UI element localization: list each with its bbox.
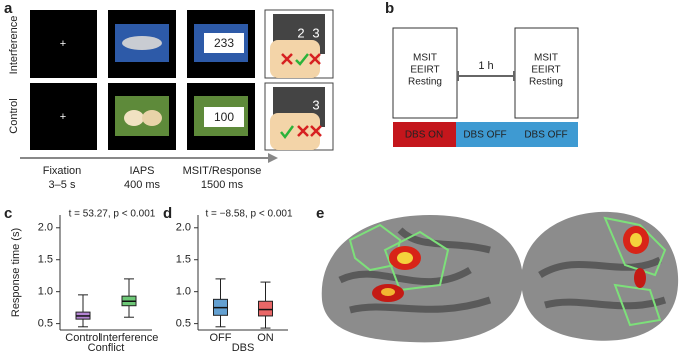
- puppy: [124, 110, 144, 126]
- panel-e: e: [316, 205, 679, 343]
- interval-line: [457, 71, 515, 81]
- task: Resting: [529, 77, 563, 88]
- screen: [30, 83, 97, 150]
- phase-label: IAPS: [129, 165, 154, 177]
- activation: [634, 268, 646, 288]
- x-tick-label: Interference: [100, 332, 159, 344]
- x-axis-label: Conflict: [88, 342, 125, 354]
- task: MSIT: [413, 53, 437, 64]
- y-tick-label: 1.0: [176, 286, 191, 298]
- phase-label: MSIT/Response: [183, 165, 262, 177]
- condition-box: [456, 122, 515, 147]
- y-tick-label: 1.0: [38, 286, 53, 298]
- roi-outline: [383, 230, 450, 292]
- activation: [630, 233, 642, 247]
- panel-letter: c: [4, 205, 12, 222]
- number-box: [204, 33, 244, 53]
- panel-letter: d: [163, 205, 172, 222]
- box: [258, 300, 273, 317]
- panel-b: b MSIT EEIRT Resting MSIT EEIRT Resting …: [385, 0, 579, 147]
- condition: DBS OFF: [524, 130, 567, 141]
- stimulus-number: 100: [214, 110, 234, 124]
- key-label: 3: [312, 25, 319, 40]
- phase-label: Fixation: [43, 165, 82, 177]
- key-label: 3: [312, 97, 319, 112]
- screen: [30, 10, 97, 78]
- wrong-mark: [297, 125, 322, 137]
- panel-letter: a: [4, 0, 13, 17]
- task: Resting: [408, 77, 442, 88]
- x-tick-label: Control: [65, 332, 100, 344]
- y-tick-label: 1.5: [176, 254, 191, 266]
- task: EEIRT: [531, 65, 560, 76]
- y-tick-label: 0.5: [38, 318, 53, 330]
- shark: [122, 36, 162, 50]
- condition: DBS OFF: [463, 130, 506, 141]
- stimulus-number: 233: [214, 36, 234, 50]
- number-box: [204, 107, 244, 127]
- chart-title: t = 53.27, p < 0.001: [69, 209, 156, 220]
- fixation-cross: +: [60, 38, 66, 50]
- y-tick-label: 2.0: [176, 222, 191, 234]
- sulci: [538, 256, 667, 310]
- activation: [397, 252, 413, 264]
- chart-title: t = −8.58, p < 0.001: [205, 209, 292, 220]
- phase-duration: 400 ms: [124, 179, 161, 191]
- wrong-mark: [281, 53, 321, 65]
- roi-outline: [603, 216, 667, 327]
- panel-letter: b: [385, 0, 394, 17]
- y-axis-label: Response time (s): [10, 228, 22, 317]
- activation: [381, 288, 395, 296]
- row-label: Control: [8, 98, 20, 133]
- y-tick-label: 1.5: [38, 254, 53, 266]
- task: EEIRT: [410, 65, 439, 76]
- key-label: 2: [297, 25, 304, 40]
- y-tick-label: 2.0: [38, 222, 53, 234]
- x-axis-label: DBS: [232, 342, 255, 354]
- hand: [270, 113, 320, 150]
- panel-a: a Interference Control + 233 2 3 + 100 3…: [4, 0, 334, 191]
- panel-letter: e: [316, 205, 324, 222]
- puppy: [142, 110, 162, 126]
- condition: DBS ON: [405, 130, 443, 141]
- x-tick-label: OFF: [210, 332, 232, 344]
- y-tick-label: 0.5: [176, 318, 191, 330]
- condition-box: [393, 122, 456, 147]
- phase-duration: 1500 ms: [201, 179, 244, 191]
- condition-box: [515, 122, 578, 147]
- row-label: Interference: [8, 16, 20, 75]
- x-tick-label: ON: [257, 332, 274, 344]
- correct-mark: [280, 125, 295, 140]
- interval-label: 1 h: [478, 60, 493, 72]
- fixation-cross: +: [60, 111, 66, 123]
- hand: [270, 40, 320, 78]
- session-box: [392, 27, 458, 119]
- arrow-head: [268, 153, 278, 163]
- task: MSIT: [534, 53, 558, 64]
- correct-mark: [295, 53, 309, 66]
- phase-duration: 3–5 s: [49, 179, 76, 191]
- session-box: [514, 27, 579, 119]
